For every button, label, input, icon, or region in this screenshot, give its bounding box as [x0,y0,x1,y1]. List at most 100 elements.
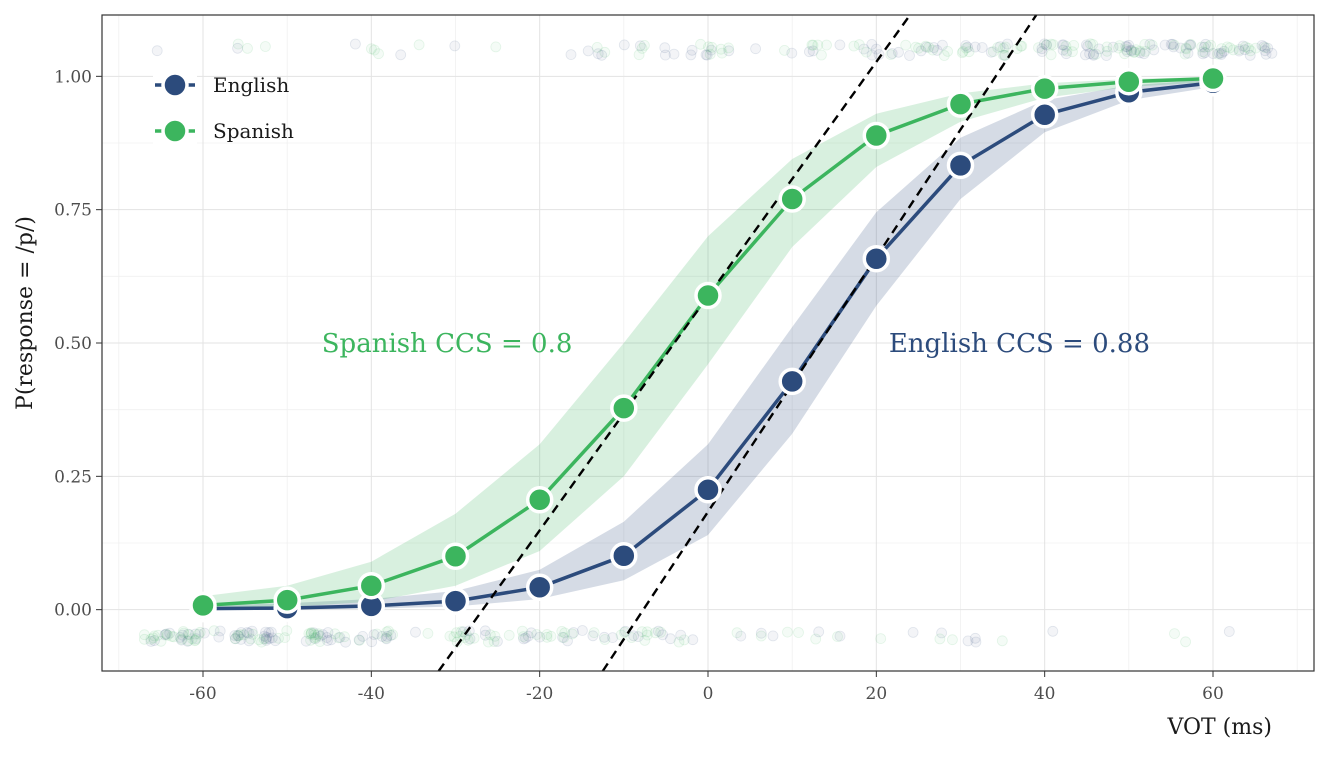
annotation: Spanish CCS = 0.8 [322,329,573,359]
raw-response-point [1199,47,1211,59]
raw-response-point [1045,49,1057,61]
axes: -60 -40 -20 0 20 40 60 0.00 0.25 0.50 0.75 1.00 [54,67,1224,704]
raw-response-point [1113,42,1124,54]
raw-response-point [451,627,462,639]
raw-response-point [263,627,275,638]
raw-response-point [1169,628,1180,639]
raw-response-point [1198,41,1210,53]
y-tick-label: 0.50 [54,334,92,354]
raw-response-point [1167,38,1178,50]
raw-response-point [1081,39,1092,51]
raw-response-point [517,625,528,637]
raw-response-point [1262,42,1274,54]
raw-response-point [232,42,244,54]
raw-response-point [657,629,668,641]
raw-response-point [703,41,714,53]
y-axis-title: P(response = /p/) [13,216,38,410]
raw-response-point [517,631,529,642]
raw-response-point [996,635,1008,647]
raw-response-point [636,43,648,54]
raw-response-point [962,635,974,647]
raw-response-point [1202,41,1214,53]
raw-response-point [956,47,968,59]
raw-response-point [155,635,167,647]
raw-response-point [1119,48,1130,60]
raw-response-point [910,41,922,53]
raw-response-point [1144,38,1156,50]
confidence-ribbon-english [203,79,1213,610]
raw-response-point [366,636,378,648]
data-point-english [1030,100,1059,129]
raw-response-point [861,46,872,58]
raw-response-point [182,635,194,647]
raw-response-point [938,50,950,61]
raw-response-point [518,633,529,645]
data-point-english [778,367,806,396]
legend-key-marker [161,117,189,145]
raw-response-point [373,48,384,60]
raw-response-point [1057,44,1069,56]
raw-response-point [1058,39,1069,51]
raw-response-point [1085,38,1096,50]
raw-response-point [618,39,630,51]
data-point-spanish [1115,67,1143,96]
raw-response-point [907,627,919,638]
x-tick-label: -20 [526,684,553,704]
raw-response-point [541,631,553,643]
raw-response-point [705,44,717,56]
raw-response-point [190,633,202,644]
raw-response-point [149,635,160,646]
raw-response-point [334,632,346,643]
raw-response-point [305,634,317,646]
raw-response-point [1088,49,1099,61]
raw-response-point [1223,626,1235,637]
raw-response-point [152,629,164,641]
raw-response-point [673,636,685,648]
raw-response-point [1146,39,1158,51]
raw-response-point [786,47,798,59]
raw-response-point [1114,40,1126,51]
raw-response-point [668,48,680,60]
raw-response-point [138,633,150,645]
raw-response-point [562,635,573,647]
raw-response-point [731,627,743,639]
raw-response-point [1237,40,1249,52]
raw-response-point [261,631,273,643]
raw-response-point [1227,44,1239,56]
raw-response-point [309,633,321,645]
raw-response-point [969,41,981,53]
raw-response-point [866,49,878,61]
raw-response-point [1000,41,1011,53]
raw-response-point [1181,43,1192,55]
raw-response-point [1197,46,1209,58]
raw-response-point [484,629,496,641]
raw-response-point [588,627,600,638]
raw-response-point [213,631,225,643]
raw-response-point [565,49,577,60]
raw-response-point [387,629,399,641]
raw-response-point [779,45,790,56]
raw-response-point [591,42,603,53]
raw-response-point [706,41,718,53]
raw-response-point [695,38,706,50]
raw-response-point [634,40,646,52]
raw-response-point [1047,625,1059,637]
raw-response-point [1175,42,1186,54]
raw-response-point [1185,39,1197,50]
data-point-spanish [694,281,722,310]
raw-response-point [1128,47,1140,58]
data-point-english [441,587,470,615]
raw-response-point [942,46,953,57]
raw-response-point [821,39,832,51]
raw-response-point [969,632,981,644]
raw-response-point [816,49,827,61]
raw-response-point [934,633,946,645]
data-point-english [525,573,554,602]
raw-response-point [587,630,599,642]
raw-response-point [1215,49,1227,60]
raw-response-point [468,632,480,644]
raw-response-point [177,626,189,637]
raw-response-point [520,632,531,644]
raw-response-point [1002,38,1013,50]
raw-response-point [166,631,178,642]
